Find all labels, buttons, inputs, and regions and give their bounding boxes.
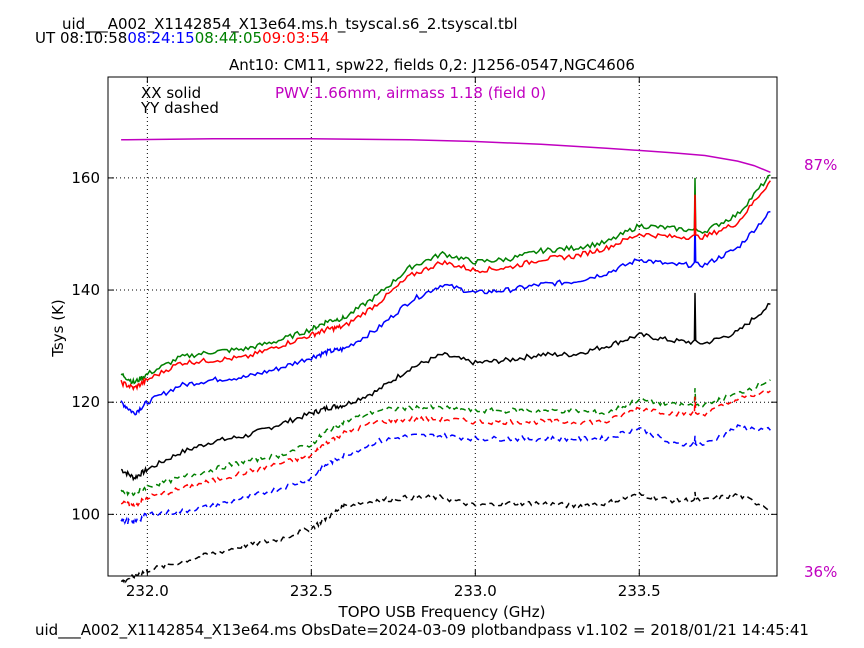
legend-xx: XX solid xyxy=(141,84,201,102)
right-axis-bottom-label: 36% xyxy=(804,563,837,581)
plot-frame xyxy=(107,76,778,577)
ut-time-4: 09:03:54 xyxy=(262,29,330,47)
x-tick-label: 232.5 xyxy=(290,582,333,600)
grid-lines xyxy=(108,77,777,576)
ut-time-row: UT 08:10:5808:24:1508:44:0509:03:54 xyxy=(35,31,329,46)
legend-yy: YY dashed xyxy=(140,99,219,117)
x-axis-label: TOPO USB Frequency (GHz) xyxy=(338,603,546,621)
y-tick-label: 120 xyxy=(71,393,100,411)
transmission-curve xyxy=(121,137,771,173)
ut-time-2: 08:24:15 xyxy=(127,29,195,47)
right-axis-top-label: 87% xyxy=(804,156,837,174)
x-tick-label: 233.0 xyxy=(454,582,497,600)
series-yy-4 xyxy=(120,389,771,510)
ut-time-3: 08:44:05 xyxy=(194,29,263,47)
series-yy-3 xyxy=(120,379,771,497)
chart-title: Ant10: CM11, spw22, fields 0,2: J1256-05… xyxy=(229,56,635,74)
series-xx-3 xyxy=(120,174,771,385)
series-xx-1 xyxy=(120,292,771,482)
y-tick-label: 160 xyxy=(71,169,100,187)
x-tick-label: 232.0 xyxy=(126,582,169,600)
pwv-annotation: PWV 1.66mm, airmass 1.18 (field 0) xyxy=(275,84,546,102)
y-tick-label: 140 xyxy=(71,281,100,299)
series-xx-4 xyxy=(120,180,772,392)
series-xx-2 xyxy=(120,210,771,416)
axis-ticks: 232.0 232.5 233.0 233.5 100 120 140 160 xyxy=(71,77,777,600)
y-axis-label: Tsys (K) xyxy=(49,299,67,358)
tsys-curves xyxy=(120,137,772,584)
ut-label: UT xyxy=(35,29,56,47)
footer-info: uid___A002_X1142854_X13e64.ms ObsDate=20… xyxy=(35,621,809,639)
series-yy-1 xyxy=(120,491,771,584)
table-filename: uid___A002_X1142854_X13e64.ms.h_tsyscal.… xyxy=(62,15,518,33)
y-tick-label: 100 xyxy=(71,505,100,523)
ut-time-1: 08:10:58 xyxy=(59,29,128,47)
series-yy-2 xyxy=(120,424,771,525)
x-tick-label: 233.5 xyxy=(618,582,661,600)
